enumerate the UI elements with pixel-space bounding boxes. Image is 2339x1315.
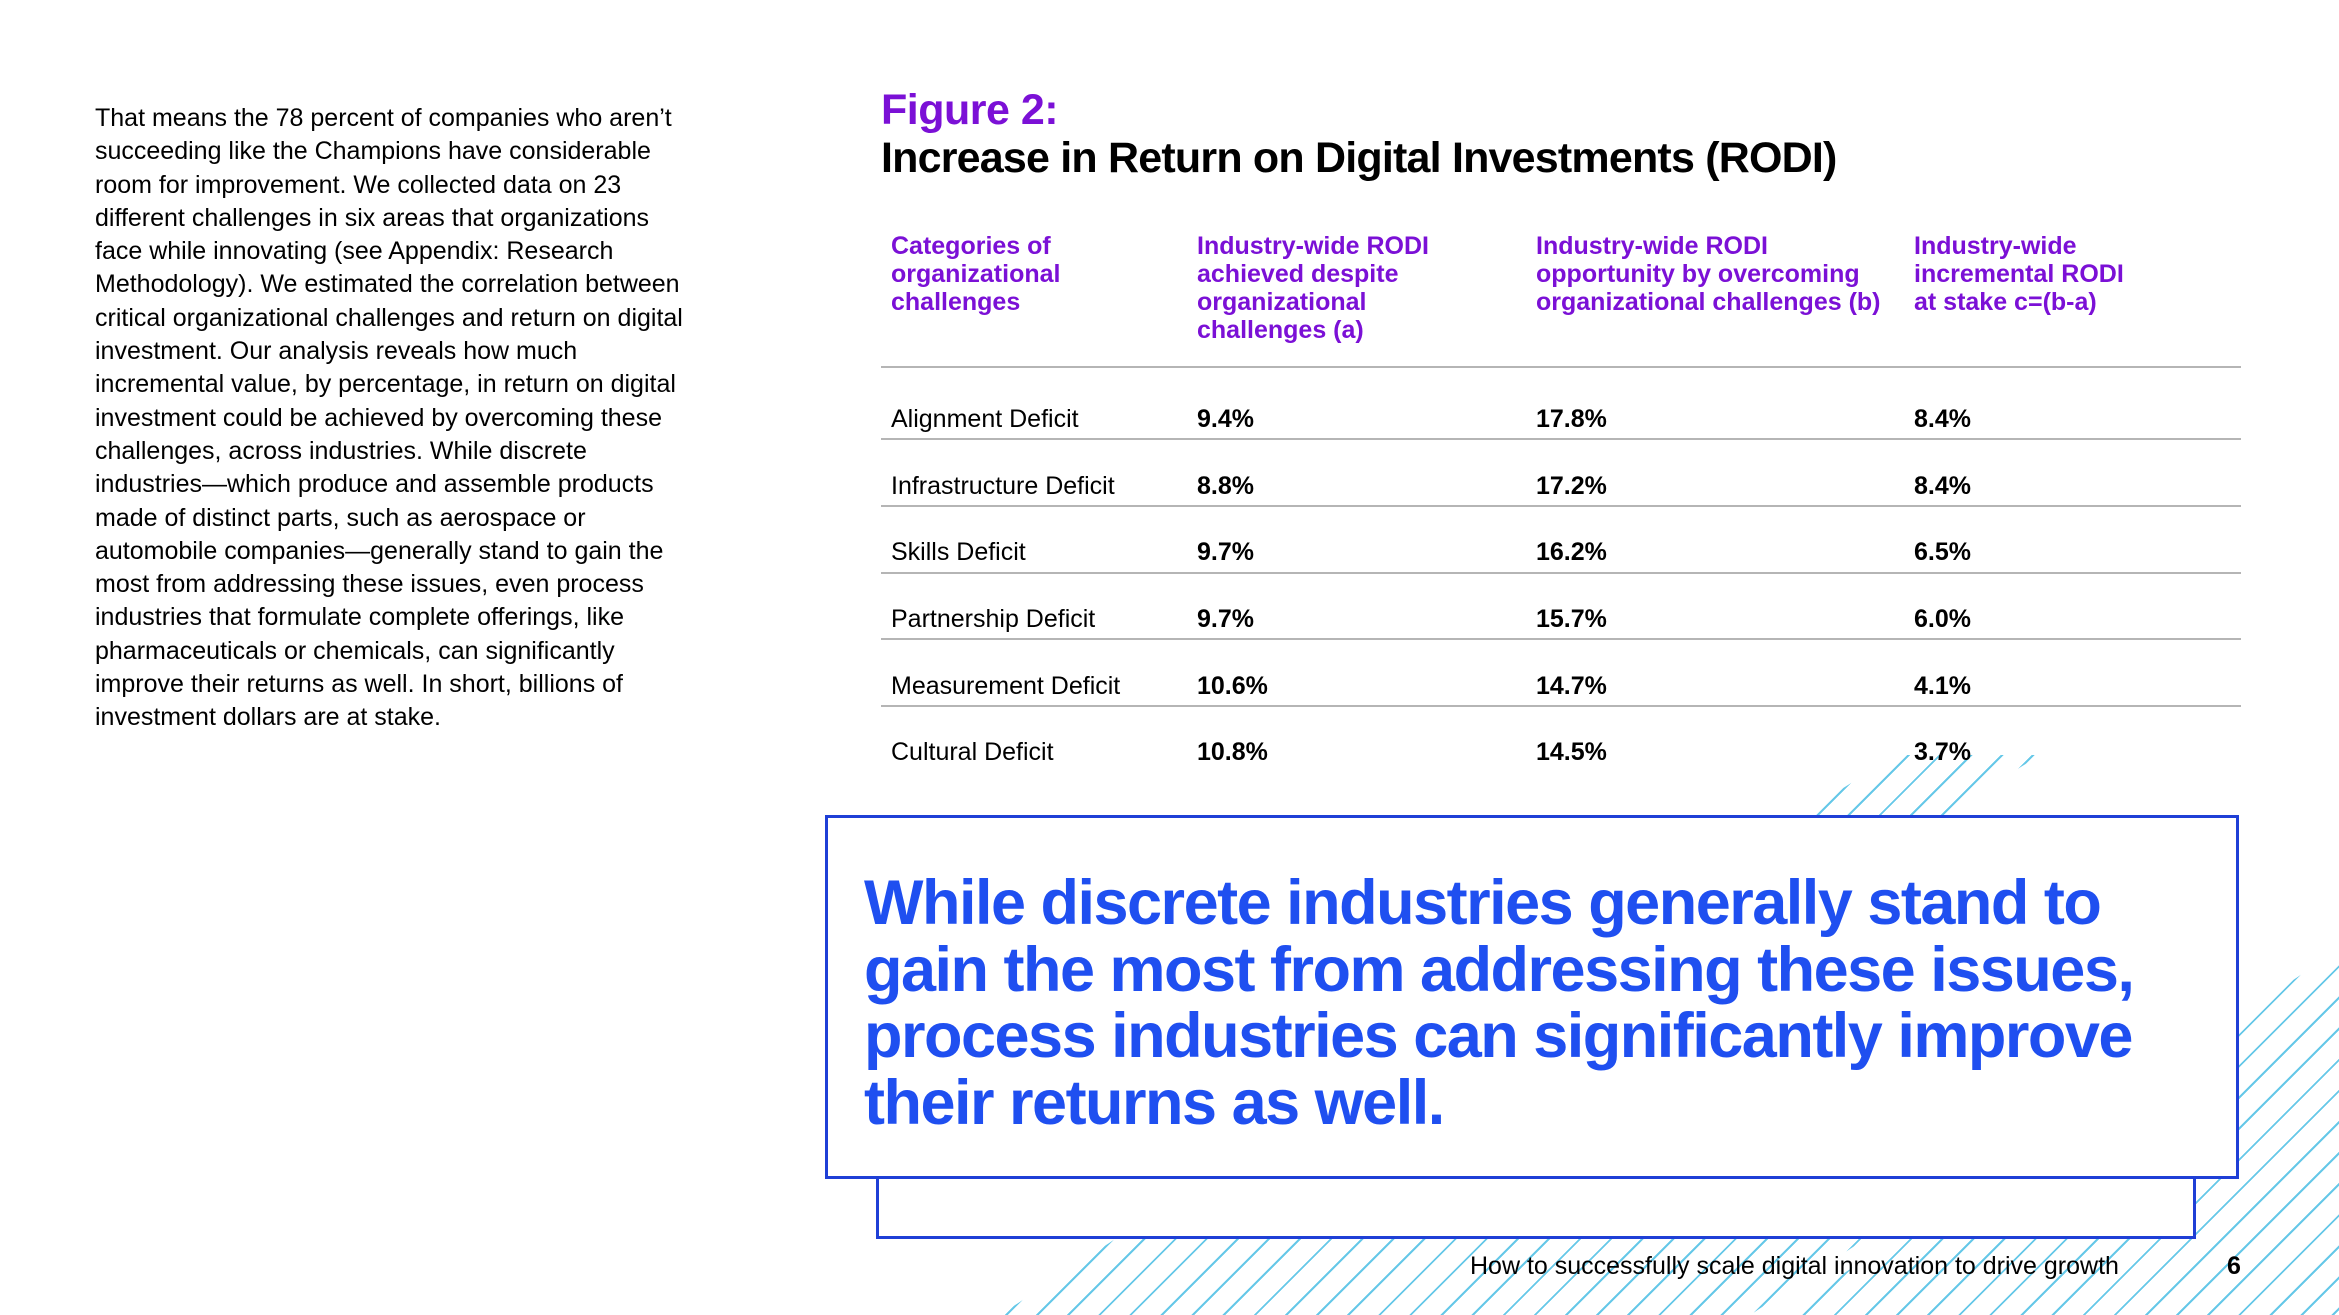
callout-box: While discrete industries generally stan… (825, 815, 2239, 1179)
row-value-a: 9.7% (1197, 605, 1254, 633)
row-divider (881, 572, 2241, 574)
table-header-rule (881, 366, 2241, 368)
row-category: Alignment Deficit (891, 405, 1079, 433)
row-value-a: 10.8% (1197, 738, 1268, 766)
row-value-b: 14.7% (1536, 672, 1607, 700)
footer-title: How to successfully scale digital innova… (1470, 1252, 2119, 1280)
row-value-c: 3.7% (1914, 738, 1971, 766)
row-value-c: 6.5% (1914, 538, 1971, 566)
column-header-category: Categories of organizational challenges (891, 232, 1061, 316)
row-category: Infrastructure Deficit (891, 472, 1115, 500)
row-divider (881, 438, 2241, 440)
row-value-b: 16.2% (1536, 538, 1607, 566)
row-value-b: 14.5% (1536, 738, 1607, 766)
row-category: Cultural Deficit (891, 738, 1054, 766)
column-header-achieved: Industry-wide RODI achieved despite orga… (1197, 232, 1429, 344)
row-value-a: 9.4% (1197, 405, 1254, 433)
column-header-at-stake: Industry-wide incremental RODI at stake … (1914, 232, 2124, 316)
row-category: Skills Deficit (891, 538, 1026, 566)
row-value-a: 8.8% (1197, 472, 1254, 500)
row-value-a: 9.7% (1197, 538, 1254, 566)
row-value-c: 8.4% (1914, 405, 1971, 433)
figure-title: Increase in Return on Digital Investment… (881, 134, 1837, 182)
row-value-b: 15.7% (1536, 605, 1607, 633)
row-divider (881, 505, 2241, 507)
figure-label: Figure 2: (881, 86, 1059, 134)
row-divider (881, 705, 2241, 707)
row-value-b: 17.2% (1536, 472, 1607, 500)
callout-quote: While discrete industries generally stan… (864, 868, 2135, 1138)
row-value-c: 6.0% (1914, 605, 1971, 633)
row-category: Partnership Deficit (891, 605, 1096, 633)
row-divider (881, 638, 2241, 640)
intro-paragraph: That means the 78 percent of companies w… (95, 104, 683, 732)
row-value-c: 8.4% (1914, 472, 1971, 500)
column-header-opportunity: Industry-wide RODI opportunity by overco… (1536, 232, 1881, 316)
row-value-c: 4.1% (1914, 672, 1971, 700)
page-number: 6 (2227, 1252, 2241, 1280)
row-value-b: 17.8% (1536, 405, 1607, 433)
row-category: Measurement Deficit (891, 672, 1121, 700)
row-value-a: 10.6% (1197, 672, 1268, 700)
